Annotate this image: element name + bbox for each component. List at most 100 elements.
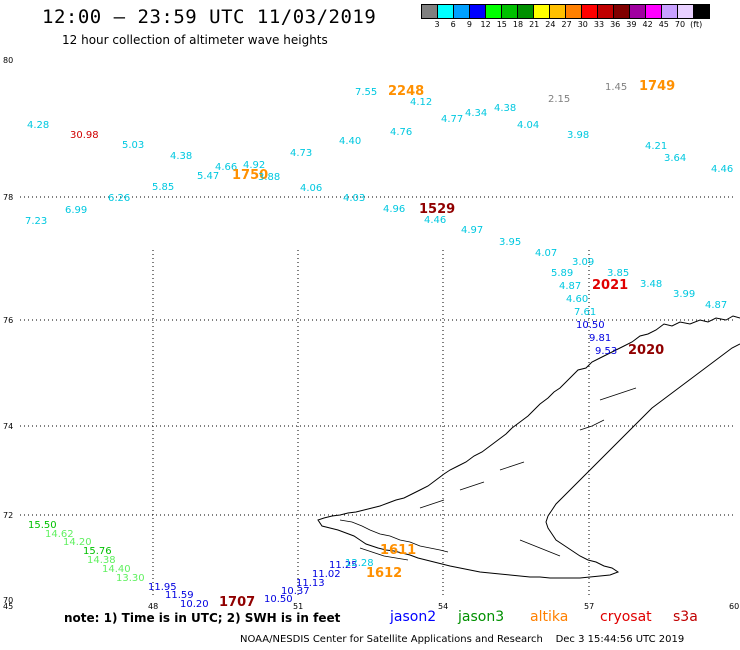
wave-height-label: 4.73 xyxy=(290,148,312,159)
wave-height-label: 3.95 xyxy=(499,237,521,248)
wave-height-label: 10.50 xyxy=(576,320,605,331)
wave-height-label: 4.66 xyxy=(215,162,237,173)
legend-label: 9 xyxy=(466,20,472,29)
legend-label: 6 xyxy=(450,20,456,29)
longitude-label: 57 xyxy=(584,602,594,611)
latitude-label: 76 xyxy=(3,316,13,325)
wave-height-label: 7.23 xyxy=(25,216,47,227)
legend-label: 15 xyxy=(496,20,507,29)
wave-height-label: 4.87 xyxy=(559,281,581,292)
wave-height-label: 13.30 xyxy=(116,573,145,584)
legend-label: 45 xyxy=(658,20,669,29)
wave-height-label: 4.87 xyxy=(705,300,727,311)
pass-time-label: 1611 xyxy=(380,543,416,558)
wave-height-label: 1.45 xyxy=(605,82,627,93)
wave-height-label: 3.85 xyxy=(607,268,629,279)
wave-height-label: 4.96 xyxy=(383,204,405,215)
wave-height-label: 11.02 xyxy=(312,569,341,580)
longitude-label: 54 xyxy=(438,602,448,611)
latitude-label: 78 xyxy=(3,193,13,202)
wave-height-label: 4.38 xyxy=(494,103,516,114)
wave-height-label: 4.60 xyxy=(566,294,588,305)
units-note: note: 1) Time is in UTC; 2) SWH is in fe… xyxy=(64,611,341,625)
coastline-fjords xyxy=(339,387,637,561)
wave-height-label: 3.99 xyxy=(673,289,695,300)
wave-height-label: 7.61 xyxy=(574,307,596,318)
wave-height-label: 5.47 xyxy=(197,171,219,182)
satellite-name-cryosat: cryosat xyxy=(600,609,652,625)
legend-label: 33 xyxy=(593,20,605,29)
wave-height-label: 14.38 xyxy=(87,555,116,566)
satellite-name-jason3: jason3 xyxy=(458,609,505,625)
wave-height-label: 10.50 xyxy=(264,594,293,605)
legend-label: 12 xyxy=(480,20,491,29)
wave-height-label: 15.76 xyxy=(83,546,112,557)
wave-height-label: 3.98 xyxy=(567,130,589,141)
wave-height-label: 5.85 xyxy=(152,182,174,193)
legend-label: 3 xyxy=(434,20,440,29)
generated-timestamp: Dec 3 15:44:56 UTC 2019 xyxy=(555,634,685,645)
legend-label: 39 xyxy=(626,20,637,29)
wave-height-label: 4.06 xyxy=(300,183,322,194)
legend-label: 36 xyxy=(610,20,621,29)
wave-height-label: 4.07 xyxy=(535,248,557,259)
wave-height-label: 3.88 xyxy=(258,172,280,183)
wave-height-label: 12.28 xyxy=(345,558,374,569)
wave-height-label: 9.53 xyxy=(595,346,617,357)
wave-height-label: 30.98 xyxy=(70,130,99,141)
longitude-label: 51 xyxy=(293,602,303,611)
pass-time-label: 1612 xyxy=(366,566,402,581)
wave-height-label: 15.50 xyxy=(28,520,57,531)
color-legend: 3 6 9 12 15 18 21 24 27 30 33 36 39 42 45 70 (ft) xyxy=(421,4,710,31)
wave-height-label: 11.95 xyxy=(148,582,177,593)
legend-label: 42 xyxy=(642,20,653,29)
pass-time-label: 2021 xyxy=(592,278,628,293)
wave-height-label: 4.21 xyxy=(645,141,667,152)
wave-height-label: 4.38 xyxy=(170,151,192,162)
wave-height-label: 4.46 xyxy=(424,215,446,226)
wave-height-label: 14.40 xyxy=(102,564,131,575)
wave-height-label: 4.77 xyxy=(441,114,463,125)
wave-height-label: 7.55 xyxy=(355,87,377,98)
wave-height-label: 6.26 xyxy=(108,193,130,204)
wave-height-label: 4.97 xyxy=(461,225,483,236)
wave-height-label: 4.28 xyxy=(27,120,49,131)
greenland-coastline xyxy=(317,315,740,579)
footer-credit: NOAA/NESDIS Center for Satellite Applica… xyxy=(240,634,684,645)
map-title: 12:00 – 23:59 UTC 11/03/2019 xyxy=(42,6,377,28)
wave-height-label: 2.15 xyxy=(548,94,570,105)
pass-time-label: 1750 xyxy=(232,168,268,183)
latitude-label: 74 xyxy=(3,422,13,431)
wave-height-label: 10.37 xyxy=(281,586,310,597)
satellite-name-s3a: s3a xyxy=(673,609,698,625)
pass-time-label: 1707 xyxy=(219,595,255,610)
wave-height-label: 4.76 xyxy=(390,127,412,138)
legend-label: 30 xyxy=(577,20,588,29)
pass-time-label: 1749 xyxy=(639,79,675,94)
legend-swatch xyxy=(693,4,710,19)
wave-height-label: 5.03 xyxy=(122,140,144,151)
wave-height-label: 4.40 xyxy=(339,136,361,147)
legend-label: 27 xyxy=(561,20,572,29)
latitude-label: 80 xyxy=(3,56,13,65)
satellite-name-altika: altika xyxy=(530,609,569,625)
wave-height-label: 9.81 xyxy=(589,333,611,344)
legend-label: 70 xyxy=(674,20,686,29)
pass-time-label: 2248 xyxy=(388,84,424,99)
credit-text: NOAA/NESDIS Center for Satellite Applica… xyxy=(240,634,543,645)
legend-swatches xyxy=(421,4,710,19)
latitude-label: 70 xyxy=(3,596,13,605)
wave-height-label: 3.09 xyxy=(572,257,594,268)
wave-height-label: 11.59 xyxy=(165,590,194,601)
wave-height-label: 4.04 xyxy=(517,120,539,131)
pass-time-label: 2020 xyxy=(628,343,664,358)
legend-label: 24 xyxy=(545,20,556,29)
wave-height-label: 11.25 xyxy=(329,560,358,571)
wave-height-label: 3.48 xyxy=(640,279,662,290)
legend-label: 18 xyxy=(512,20,524,29)
pass-time-label: 1529 xyxy=(419,202,455,217)
wave-height-label: 4.46 xyxy=(711,164,733,175)
wave-height-label: 3.64 xyxy=(664,153,686,164)
